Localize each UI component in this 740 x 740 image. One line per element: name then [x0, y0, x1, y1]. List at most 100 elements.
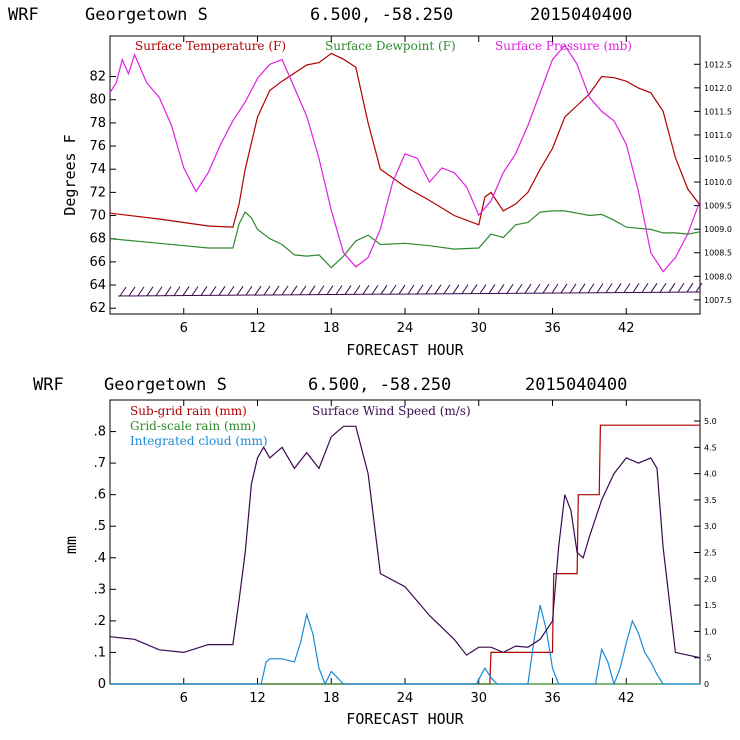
panel-header-coords: 6.500, -58.250 [310, 5, 453, 25]
wind-barb [281, 285, 289, 296]
y2-tick-label: 1008.0 [704, 272, 732, 281]
y-axis-label: Degrees F [61, 134, 79, 215]
series-line-surface-wind-speed-m-s [109, 425, 701, 659]
x-axis-label: FORECAST HOUR [346, 341, 464, 359]
panel-header-model: WRF [33, 375, 64, 395]
legend-temperature: Surface Temperature (F) [135, 39, 286, 53]
series-line-surface-dewpoint-f [109, 210, 701, 269]
x-tick-label: 36 [544, 691, 561, 706]
y-tick-label: 64 [89, 278, 106, 293]
wind-barb [686, 282, 694, 293]
wind-barb [155, 286, 163, 297]
y2-tick-label: 3.5 [704, 496, 717, 505]
wind-barb [164, 286, 172, 296]
wind-barb [461, 284, 469, 294]
y2-tick-label: .5 [704, 654, 712, 663]
legend-pressure: Surface Pressure (mb) [495, 39, 632, 53]
wind-barb [587, 283, 595, 294]
y-tick-label: 72 [89, 185, 106, 200]
y2-tick-label: 1.0 [704, 627, 717, 636]
wind-barb [362, 285, 370, 295]
wind-barb [623, 283, 631, 293]
wind-barb [641, 283, 649, 293]
legend-dewpoint: Surface Dewpoint (F) [325, 39, 456, 53]
wind-barb [668, 282, 676, 293]
y-tick-label: .1 [94, 645, 106, 660]
wind-barb [344, 285, 352, 295]
wind-barb [398, 284, 406, 295]
legend-gridscale-rain: Grid-scale rain (mm) [130, 419, 256, 433]
y-tick-label: 62 [89, 301, 106, 316]
wind-barb [533, 283, 541, 294]
wind-barbs [117, 291, 701, 297]
y-tick-label: .2 [94, 614, 106, 629]
wind-barb [632, 283, 640, 293]
x-tick-label: 42 [618, 691, 635, 706]
wind-barb [308, 285, 316, 295]
wind-barb [506, 284, 514, 294]
plot-marks: 6 12 18 24 30 36 42 62 64 66 68 70 72 74 76 78 80 82 1007.… [89, 36, 732, 336]
y2-tick-label: 1007.5 [704, 296, 732, 305]
panel-header-location: Georgetown S [104, 375, 227, 395]
wind-barb [614, 283, 622, 293]
wind-barb [659, 282, 667, 293]
wind-barb [425, 284, 433, 295]
x-tick-label: 42 [618, 321, 635, 336]
wind-barb [542, 283, 550, 294]
series-line-sub-grid-rain-mm [110, 424, 700, 685]
wind-barb [191, 286, 199, 296]
wind-barb [227, 285, 235, 296]
y-tick-label: 74 [89, 162, 106, 177]
y-tick-label: 80 [89, 93, 106, 108]
panel-header-init: 2015040400 [530, 5, 632, 25]
wind-barb [290, 285, 298, 296]
y-tick-label: .7 [94, 456, 106, 471]
wind-barb [254, 285, 262, 296]
y2-tick-label: 3.0 [704, 522, 717, 531]
y-tick-label: .5 [94, 519, 106, 534]
wind-barb [452, 284, 460, 294]
x-tick-label: 36 [544, 321, 561, 336]
wind-barb [695, 282, 703, 293]
wind-barb [569, 283, 577, 294]
y-tick-label: 76 [89, 139, 106, 154]
wind-barb [146, 286, 154, 297]
wind-barb [551, 283, 559, 294]
wind-barb [182, 286, 190, 296]
y2-tick-label: 1012.0 [704, 84, 732, 93]
wind-barb [137, 286, 145, 297]
legend-subgrid-rain: Sub-grid rain (mm) [130, 404, 247, 418]
wind-barb [443, 284, 451, 295]
y2-tick-label: 2.5 [704, 549, 717, 558]
legend-wind-speed: Surface Wind Speed (m/s) [312, 404, 471, 418]
y-tick-label: 66 [89, 255, 106, 270]
wind-barb [317, 285, 325, 295]
y-axis-label: mm [62, 536, 80, 554]
wind-barb [173, 286, 181, 296]
y-tick-label: .6 [94, 488, 106, 503]
wind-barb [371, 284, 379, 295]
wind-barb [650, 283, 658, 293]
y2-tick-label: 0 [704, 680, 709, 689]
wind-barb [524, 283, 532, 294]
wind-barb [497, 284, 505, 294]
panel-header-model: WRF [8, 5, 39, 25]
wind-barb [245, 285, 253, 296]
temperature-panel: WRF Georgetown S 6.500, -58.250 20150404… [8, 5, 732, 359]
y-tick-label: 68 [89, 232, 106, 247]
x-tick-label: 6 [180, 321, 188, 336]
y2-tick-label: 1010.5 [704, 155, 732, 164]
x-tick-label: 30 [470, 691, 487, 706]
y2-tick-label: 1010.0 [704, 178, 732, 187]
y2-tick-label: 1012.5 [704, 60, 732, 69]
x-tick-label: 30 [470, 321, 487, 336]
wind-barb [119, 286, 127, 297]
panel-header-coords: 6.500, -58.250 [308, 375, 451, 395]
series-line-surface-temperature-f [109, 52, 701, 228]
y-tick-label: 78 [89, 116, 106, 131]
y2-tick-label: 4.5 [704, 443, 717, 452]
precip-panel: WRF Georgetown S 6.500, -58.250 20150404… [33, 375, 717, 728]
y-tick-label: .4 [94, 551, 106, 566]
wind-barb [299, 285, 307, 296]
